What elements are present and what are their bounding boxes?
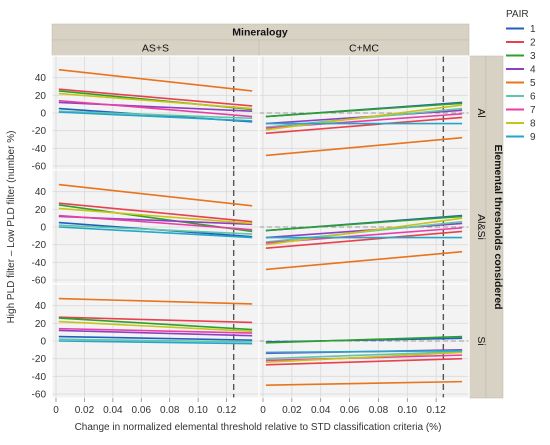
series-line-pair-4	[58, 329, 253, 337]
x-tick-label: 0.08	[160, 405, 180, 416]
column-label-as-s: AS+S	[142, 43, 169, 55]
y-axis-layer: -60 -40 -20 0 20 40 -60 -40 -20 0 20 40 -60 -40 -20 0 20…	[32, 73, 47, 400]
row-facet-title: Elemental thresholds considered	[492, 144, 504, 309]
series-line-pair-8	[58, 92, 253, 110]
series-line-pair-6	[265, 350, 463, 360]
y-tick-label: 40	[35, 73, 47, 84]
series-line-pair-8	[265, 351, 463, 363]
series-line-pair-9	[58, 226, 253, 239]
y-tick-label: 40	[35, 187, 47, 198]
x-tick-label: 0.04	[103, 405, 123, 416]
series-line-pair-1	[58, 335, 253, 341]
series-line-pair-3	[265, 335, 463, 344]
mineralogy-title: Mineralogy	[232, 27, 288, 39]
legend: PAIR 1 2 3 4 5 6 7 8 9	[506, 9, 536, 143]
y-tick-label: -20	[32, 354, 47, 365]
y-tick-label: -20	[32, 126, 47, 137]
series-line-pair-5	[58, 297, 253, 305]
y-tick-label: -60	[32, 390, 47, 401]
series-line-pair-5	[265, 136, 463, 157]
y-tick-label: 20	[35, 319, 47, 330]
x-tick-label: 0.02	[75, 405, 95, 416]
panel-si-c-mc	[258, 283, 470, 399]
y-tick-label: 0	[40, 337, 46, 348]
series-line-pair-6	[58, 224, 253, 235]
y-tick-label: 0	[40, 109, 46, 120]
series-line-pair-3	[265, 215, 463, 232]
series-line-pair-8	[58, 207, 253, 225]
y-axis-label: High PLD filter – Low PLD filter (number…	[6, 131, 17, 324]
x-axis-label: Change in normalized elemental threshold…	[75, 422, 442, 433]
series-line-pair-5	[58, 68, 253, 92]
legend-label-pair-7: 7	[530, 105, 536, 116]
series-line-pair-9	[58, 340, 253, 345]
x-tick-label: 0.08	[369, 405, 389, 416]
row-label-si: Si	[475, 336, 487, 345]
x-tick-label: 0.06	[132, 405, 152, 416]
y-tick-label: -40	[32, 372, 47, 383]
series-line-pair-3	[265, 102, 463, 118]
legend-label-pair-5: 5	[530, 78, 536, 89]
legend-title: PAIR	[506, 9, 529, 20]
y-tick-label: -60	[32, 162, 47, 173]
series-line-pair-2	[265, 357, 463, 366]
series-line-pair-5	[265, 380, 463, 386]
x-tick-label: 0.10	[188, 405, 208, 416]
series-line-pair-2	[58, 202, 253, 223]
series-line-pair-6	[58, 338, 253, 343]
y-tick-label: -60	[32, 276, 47, 287]
x-tick-label: 0.06	[340, 405, 360, 416]
y-tick-label: -20	[32, 240, 47, 251]
panels-layer	[51, 55, 470, 399]
legend-label-pair-4: 4	[530, 65, 536, 76]
series-line-pair-7	[58, 99, 253, 118]
x-tick-label: 0.12	[217, 405, 237, 416]
series-line-pair-2	[58, 316, 253, 324]
panel-al-as-s	[51, 55, 260, 171]
x-tick-label: 0	[53, 405, 59, 416]
panel-al-c-mc	[258, 55, 470, 171]
x-tick-label: 0.12	[426, 405, 446, 416]
series-line-pair-2	[265, 116, 463, 135]
panel-al-si-c-mc	[258, 169, 470, 285]
panel-al-si-as-s	[51, 169, 260, 285]
x-tick-label: 0.02	[282, 405, 302, 416]
x-axis-layer: 0 0.02 0.04 0.06 0.08 0.10 0.12 0 0.02 0.04 0.06 0.…	[53, 398, 446, 416]
y-tick-label: 0	[40, 223, 46, 234]
row-label-al-si: Al&Si	[475, 214, 487, 240]
y-tick-label: -40	[32, 144, 47, 155]
series-line-pair-6	[58, 110, 253, 120]
panel-border	[258, 283, 470, 399]
x-tick-label: 0.04	[311, 405, 331, 416]
legend-label-pair-3: 3	[530, 51, 536, 62]
series-line-pair-5	[265, 250, 463, 271]
series-line-pair-3	[58, 317, 253, 331]
x-tick-label: 0.10	[398, 405, 418, 416]
legend-label-pair-6: 6	[530, 92, 536, 103]
series-line-pair-8	[58, 320, 253, 333]
series-line-pair-8	[265, 217, 463, 246]
legend-label-pair-2: 2	[530, 38, 536, 49]
y-tick-label: 20	[35, 205, 47, 216]
series-line-pair-7	[58, 327, 253, 334]
row-title-strip	[485, 55, 504, 399]
series-line-pair-2	[265, 230, 463, 249]
legend-label-pair-1: 1	[530, 24, 536, 35]
column-label-c-mc: C+MC	[349, 43, 379, 55]
series-line-pair-7	[58, 214, 253, 231]
y-tick-label: 20	[35, 91, 47, 102]
y-tick-label: -40	[32, 258, 47, 269]
series-line-pair-8	[265, 104, 463, 131]
series-line-pair-5	[58, 183, 253, 207]
legend-label-pair-9: 9	[530, 132, 536, 143]
y-tick-label: 40	[35, 301, 47, 312]
series-line-pair-2	[58, 88, 253, 107]
series-line-pair-9	[58, 111, 253, 122]
panel-si-as-s	[51, 283, 260, 399]
x-tick-label: 0	[260, 405, 266, 416]
legend-label-pair-8: 8	[530, 119, 536, 130]
row-label-al: Al	[475, 108, 487, 117]
series-line-pair-9	[265, 349, 463, 354]
